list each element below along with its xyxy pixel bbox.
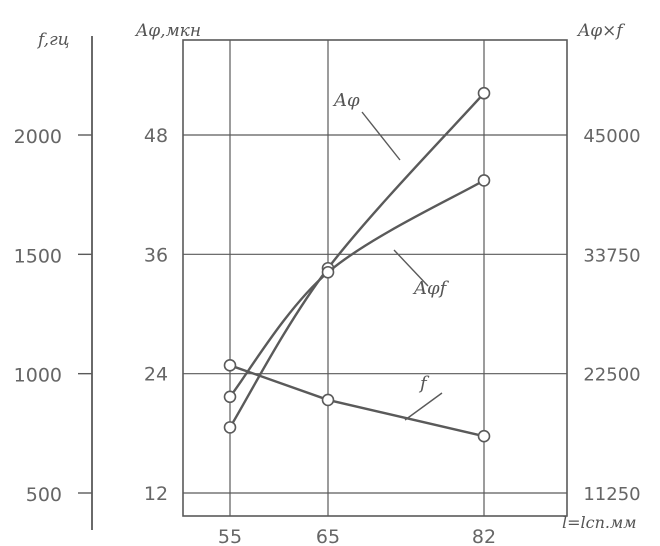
outer-left-tick-label: 1500 <box>14 245 62 267</box>
data-point <box>321 393 335 407</box>
data-point <box>223 421 237 434</box>
data-point <box>477 86 491 100</box>
series-line-0 <box>228 92 485 428</box>
series-label: Aφf <box>412 278 450 299</box>
data-point <box>477 174 491 187</box>
right-tick-label: 45000 <box>583 126 640 147</box>
data-point <box>223 390 237 404</box>
outer-left-tick-label: 500 <box>26 484 62 506</box>
inner-left-tick-label: 36 <box>144 244 168 266</box>
x-tick-label: 55 <box>218 526 242 546</box>
grid <box>183 40 567 516</box>
data-point <box>223 359 237 372</box>
x-tick-label: 82 <box>472 526 496 546</box>
inner-left-tick-label: 12 <box>144 483 168 505</box>
inner-left-tick-label: 24 <box>144 364 168 386</box>
series-line-2 <box>229 364 485 438</box>
labels: f,гц Aφ,мкн Aφ×f l=lсп.мм Aφ Aφf f <box>36 21 637 532</box>
series-label: Aφ <box>332 90 360 111</box>
series-label: f <box>418 373 430 394</box>
outer-left-tick-label: 2000 <box>14 126 62 148</box>
right-tick-label: 33750 <box>583 245 640 266</box>
x-tick-label: 65 <box>316 526 340 546</box>
series-leader-line <box>404 392 443 421</box>
right-tick-label: 22500 <box>583 365 640 386</box>
outer-left-axis-title: f,гц <box>36 30 70 50</box>
series-group <box>223 86 491 443</box>
inner-left-axis-title: Aφ,мкн <box>134 21 201 41</box>
right-axis-title: Aφ×f <box>576 21 625 41</box>
right-tick-label: 11250 <box>583 484 640 505</box>
outer-left-tick-label: 1000 <box>14 365 62 387</box>
axes <box>91 36 568 530</box>
series-leader-line <box>393 249 429 287</box>
inner-left-tick-label: 48 <box>144 125 168 147</box>
data-point <box>321 265 335 279</box>
data-point <box>477 429 491 443</box>
ticks: 500 1000 1500 2000 12 24 36 48 11250 22500 33750 45… <box>14 125 641 546</box>
series-leader-line <box>361 111 401 161</box>
plot-frame <box>182 39 568 517</box>
x-axis-title: l=lсп.мм <box>562 513 637 532</box>
